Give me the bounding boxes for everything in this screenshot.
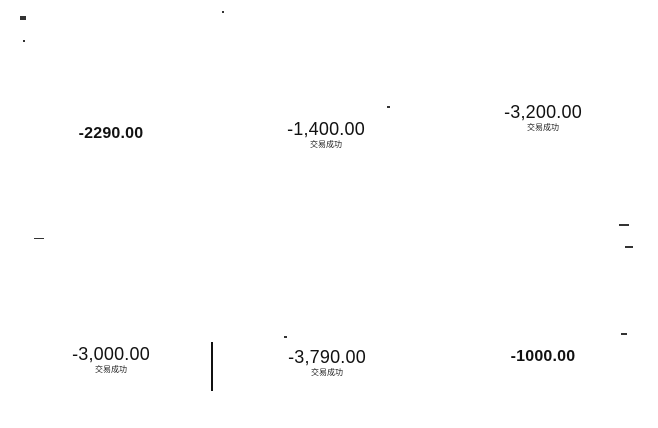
scan-artifact: [621, 333, 627, 335]
transaction-cell[interactable]: -2290.00: [61, 124, 161, 144]
scan-artifact: [284, 336, 287, 338]
transaction-cell[interactable]: -3,000.00 交易成功: [61, 344, 161, 375]
transaction-status: 交易成功: [527, 123, 559, 132]
transaction-cell[interactable]: -1000.00: [493, 347, 593, 367]
transaction-amount: -1,400.00: [287, 119, 365, 139]
transaction-amount: -2290.00: [78, 125, 144, 142]
transaction-amount: -3,200.00: [504, 102, 582, 122]
transaction-amount: -3,790.00: [288, 347, 366, 367]
scan-artifact: [34, 238, 44, 239]
transaction-amount: -3,000.00: [72, 344, 150, 364]
transaction-cell[interactable]: -1,400.00 交易成功: [276, 119, 376, 150]
scan-artifact: [222, 11, 224, 13]
transaction-cell[interactable]: -3,790.00 交易成功: [277, 347, 377, 378]
transaction-status: 交易成功: [310, 140, 342, 149]
scan-artifact: [20, 16, 26, 20]
transaction-cell[interactable]: -3,200.00 交易成功: [493, 102, 593, 133]
transaction-status: 交易成功: [95, 365, 127, 374]
scan-artifact: [619, 224, 629, 226]
scan-artifact: [625, 246, 633, 248]
scan-artifact: [23, 40, 25, 42]
column-divider: [211, 342, 213, 391]
transaction-amount: -1000.00: [510, 348, 576, 365]
scan-artifact: [387, 106, 390, 108]
transaction-status: 交易成功: [311, 368, 343, 377]
